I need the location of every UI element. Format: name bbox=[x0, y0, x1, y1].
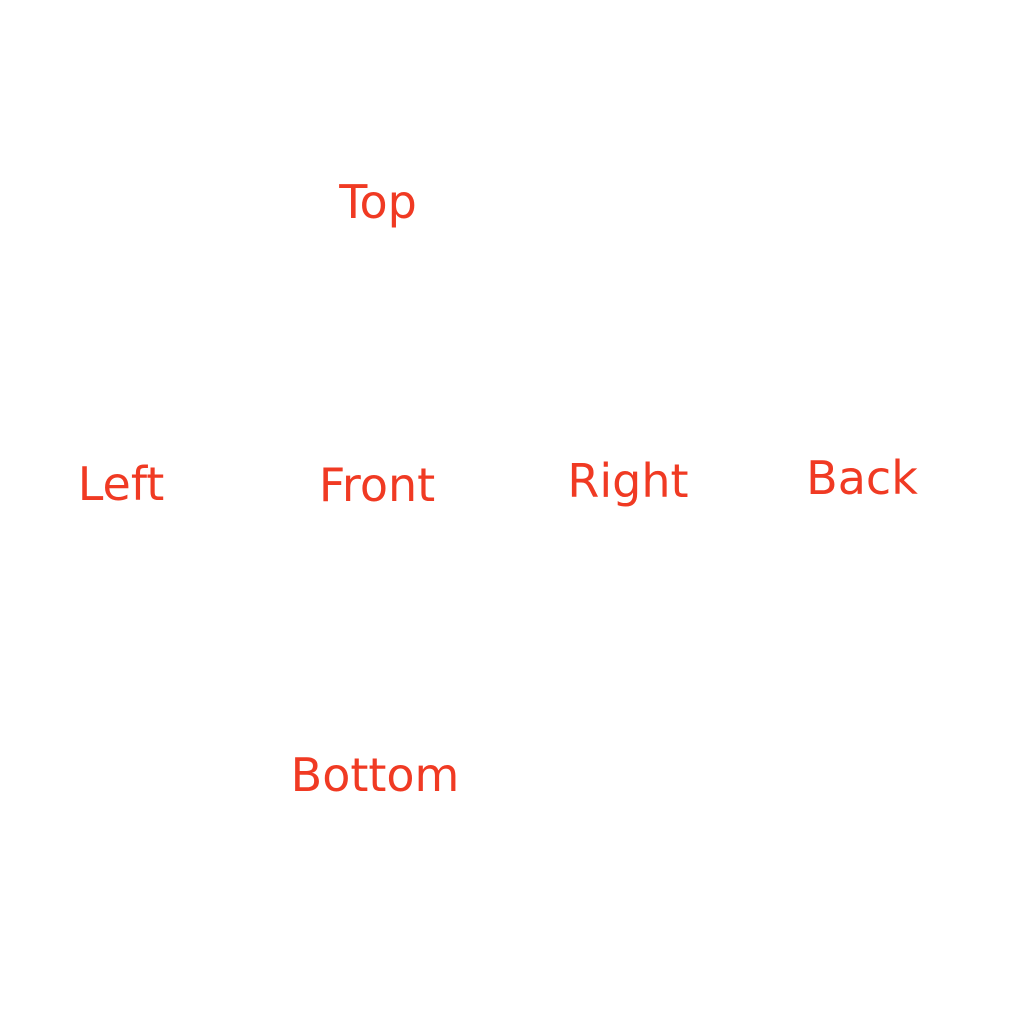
face-label-left: Left bbox=[77, 457, 165, 511]
face-label-top: Top bbox=[339, 175, 417, 229]
face-label-front: Front bbox=[318, 458, 436, 512]
face-label-bottom: Bottom bbox=[290, 748, 460, 802]
face-label-back: Back bbox=[806, 451, 918, 505]
face-label-right: Right bbox=[567, 454, 689, 508]
